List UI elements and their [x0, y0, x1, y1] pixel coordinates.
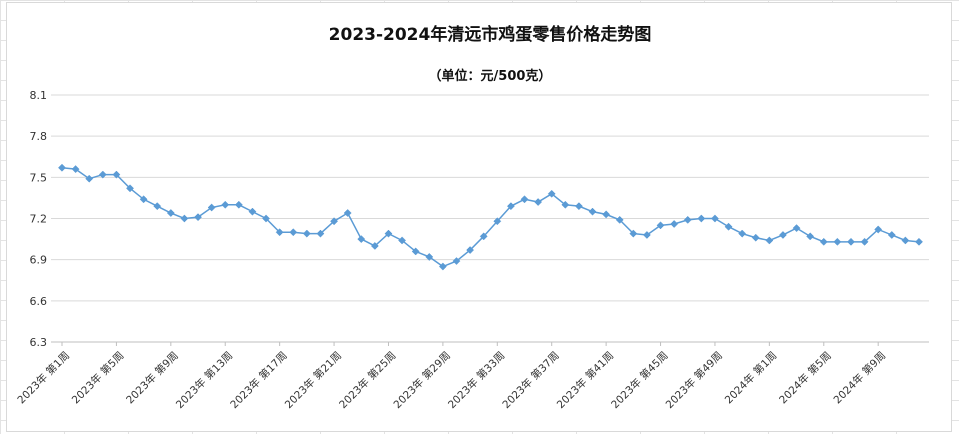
data-point[interactable] [860, 237, 869, 246]
data-point[interactable] [262, 214, 271, 223]
data-point[interactable] [357, 235, 366, 244]
data-point[interactable] [602, 210, 611, 219]
line-chart: 2023-2024年清远市鸡蛋零售价格走势图 （单位：元/500克） 8.1 7.… [15, 24, 929, 411]
data-point[interactable] [479, 232, 488, 241]
data-point[interactable] [98, 170, 107, 179]
data-point[interactable] [452, 257, 461, 265]
data-point[interactable] [180, 214, 189, 223]
y-tick-label: 6.3 [30, 336, 48, 349]
data-point[interactable] [901, 236, 910, 245]
data-point[interactable] [724, 222, 733, 231]
chart-area[interactable]: 2023-2024年清远市鸡蛋零售价格走势图 （单位：元/500克） 8.1 7.… [6, 2, 952, 432]
data-point[interactable] [642, 231, 651, 239]
data-point[interactable] [302, 229, 311, 238]
y-tick-label: 7.2 [30, 213, 48, 226]
data-point[interactable] [234, 200, 243, 209]
data-point[interactable] [506, 202, 515, 211]
data-point[interactable] [370, 241, 379, 250]
data-point[interactable] [330, 217, 339, 226]
data-point[interactable] [85, 174, 94, 183]
data-point[interactable] [874, 225, 883, 234]
data-point[interactable] [466, 246, 475, 255]
data-point[interactable] [166, 209, 175, 217]
y-tick-label: 6.6 [30, 295, 48, 308]
x-tick-label: 2023年 第1周 [15, 349, 72, 406]
x-tick-label: 2023年 第5周 [69, 349, 126, 406]
data-point[interactable] [520, 195, 529, 204]
data-point[interactable] [683, 215, 692, 224]
data-point[interactable] [248, 207, 257, 216]
data-point[interactable] [71, 165, 80, 174]
data-point[interactable] [615, 215, 624, 224]
x-tick-label: 2023年 第45周 [608, 349, 670, 411]
y-tick-label: 8.1 [30, 89, 48, 102]
x-tick-label: 2023年 第25周 [336, 349, 398, 411]
x-tick-label: 2023年 第9周 [123, 349, 180, 406]
data-point[interactable] [697, 214, 706, 223]
data-point[interactable] [343, 209, 352, 217]
data-point[interactable] [438, 262, 447, 271]
data-point[interactable] [221, 200, 230, 209]
x-tick-label: 2023年 第13周 [173, 349, 235, 411]
data-point[interactable] [289, 228, 298, 237]
data-point[interactable] [398, 236, 407, 245]
y-tick-label: 6.9 [30, 254, 48, 267]
x-tick-label: 2024年 第1周 [722, 349, 779, 406]
data-point[interactable] [194, 213, 202, 222]
data-point[interactable] [765, 236, 774, 245]
data-point[interactable] [58, 163, 66, 172]
x-tick-label: 2023年 第17周 [228, 349, 290, 411]
y-axis-ticks: 8.1 7.8 7.5 7.2 6.9 6.6 6.3 [30, 89, 48, 349]
x-tick-label: 2023年 第49周 [663, 349, 725, 411]
y-tick-label: 7.8 [30, 130, 48, 143]
x-tick-label: 2023年 第33周 [445, 349, 507, 411]
data-point[interactable] [153, 202, 162, 211]
data-point[interactable] [819, 237, 828, 246]
data-point[interactable] [425, 252, 434, 261]
x-tick-label: 2023年 第21周 [282, 349, 344, 411]
chart-title: 2023-2024年清远市鸡蛋零售价格走势图 [329, 24, 652, 45]
data-point[interactable] [792, 224, 801, 233]
data-point[interactable] [561, 200, 570, 209]
data-point[interactable] [411, 247, 420, 256]
data-point[interactable] [833, 237, 842, 246]
data-point[interactable] [806, 232, 815, 241]
data-point[interactable] [275, 228, 284, 237]
series-line [61, 166, 920, 268]
x-tick-label: 2024年 第5周 [776, 349, 833, 406]
data-point[interactable] [384, 229, 393, 238]
data-point[interactable] [534, 198, 543, 206]
x-tick-label: 2023年 第29周 [391, 349, 453, 411]
y-tick-label: 7.5 [30, 171, 48, 184]
data-point[interactable] [493, 217, 502, 226]
data-point[interactable] [751, 233, 760, 242]
data-point[interactable] [915, 237, 923, 246]
chart-subtitle: （单位：元/500克） [429, 68, 552, 84]
data-point[interactable] [112, 170, 121, 179]
data-point[interactable] [207, 203, 216, 212]
data-point[interactable] [887, 231, 896, 239]
data-point[interactable] [779, 231, 787, 239]
price-series [58, 163, 923, 271]
data-point[interactable] [588, 207, 597, 216]
data-point[interactable] [738, 229, 747, 238]
data-point[interactable] [547, 189, 556, 198]
data-point[interactable] [670, 220, 679, 228]
data-point[interactable] [710, 214, 719, 223]
data-point[interactable] [629, 229, 638, 238]
data-point[interactable] [574, 202, 583, 211]
data-point[interactable] [139, 195, 148, 204]
x-tick-label: 2023年 第37周 [500, 349, 562, 411]
data-point[interactable] [847, 237, 855, 246]
x-tick-label: 2023年 第41周 [554, 349, 616, 411]
data-point[interactable] [656, 221, 665, 230]
data-point[interactable] [316, 229, 325, 238]
x-tick-label: 2024年 第9周 [831, 349, 888, 406]
data-point[interactable] [126, 184, 134, 193]
